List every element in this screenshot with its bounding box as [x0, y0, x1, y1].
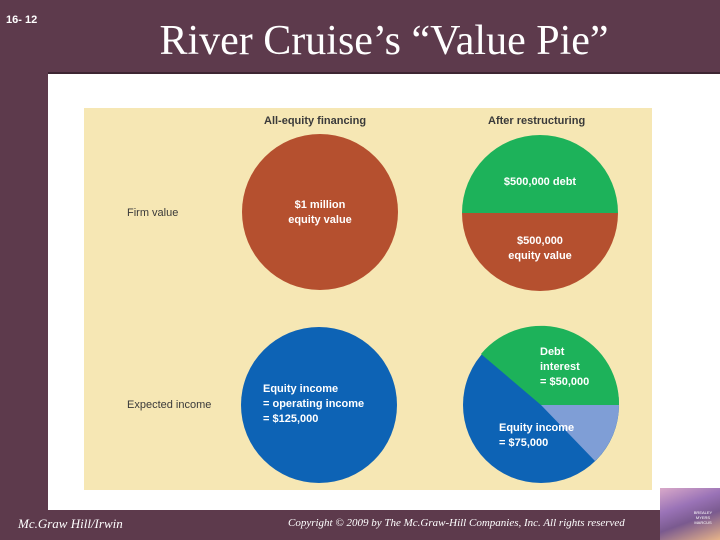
pie2-equity-line2: equity value — [508, 250, 572, 262]
textbook-cover-image: BREALEY MYERS MARCUS — [660, 488, 720, 540]
pie1-label: $1 million equity value — [260, 198, 380, 228]
footer-publisher: Mc.Graw Hill/Irwin — [18, 516, 123, 531]
pie-income-debt-interest-slice — [481, 325, 620, 405]
footer-copyright: Copyright © 2009 by The Mc.Graw-Hill Com… — [288, 517, 625, 529]
pie1-label-line2: equity value — [288, 214, 352, 226]
footer-bar — [0, 510, 720, 540]
value-pie-graphic — [241, 134, 620, 483]
slide-number: 16- 12 — [6, 14, 38, 26]
header-after-restructuring: After restructuring — [488, 115, 586, 127]
pie4-debt-line1: Debt — [540, 346, 565, 358]
book-cover-text: BREALEY MYERS MARCUS — [693, 510, 713, 525]
pie3-label-line3: = $125,000 — [263, 413, 319, 425]
pie-income-all-equity — [241, 327, 397, 483]
slide-title: River Cruise’s “Value Pie” — [159, 18, 609, 64]
pie2-equity-label: $500,000 equity value — [480, 234, 600, 264]
pie3-label: Equity income = operating income = $125,… — [263, 382, 403, 427]
pie4-debt-label: Debt interest = $50,000 — [540, 345, 620, 390]
pie4-debt-line2: interest — [540, 361, 580, 373]
pie-firm-value-debt-slice — [462, 135, 618, 213]
pie4-equity-line2: = $75,000 — [499, 437, 549, 449]
pie-firm-value-all-equity — [242, 134, 398, 290]
title-bar — [48, 0, 720, 74]
pie-firm-value-equity-slice — [462, 213, 618, 291]
pie4-equity-label: Equity income = $75,000 — [499, 421, 599, 451]
header-all-equity: All-equity financing — [264, 115, 367, 127]
pie4-debt-line3: = $50,000 — [540, 376, 590, 388]
pie-income-tax-wedge — [541, 405, 619, 461]
pie3-label-line2: = operating income — [263, 398, 365, 410]
left-accent-bar — [0, 0, 48, 540]
pie1-label-line1: $1 million — [294, 199, 346, 211]
row-label-firm-value: Firm value — [127, 207, 179, 219]
row-label-expected-income: Expected income — [127, 399, 212, 411]
pie3-label-line1: Equity income — [263, 383, 339, 395]
pie2-debt-label: $500,000 debt — [503, 176, 577, 188]
pie4-equity-line1: Equity income — [499, 422, 575, 434]
value-pie-figure: All-equity financing After restructuring… — [84, 108, 652, 490]
pie2-equity-line1: $500,000 — [517, 235, 563, 247]
